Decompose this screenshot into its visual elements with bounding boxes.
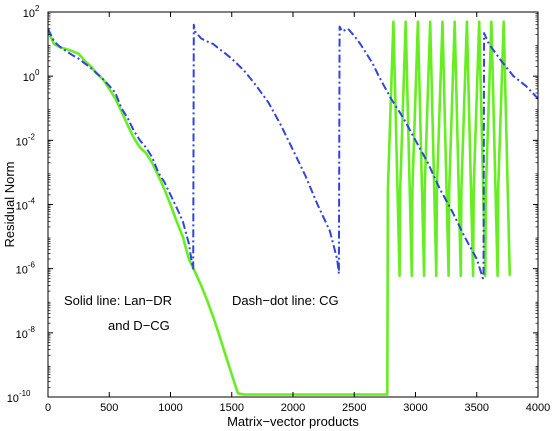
- x-axis-label: Matrix−vector products: [227, 414, 359, 429]
- x-tick-label: 2000: [281, 402, 305, 414]
- y-tick-label: 102: [23, 4, 40, 20]
- annotation-solid-line-1: Solid line: Lan−DR: [64, 293, 172, 308]
- x-tick-label: 4000: [526, 402, 550, 414]
- y-axis-label: Residual Norm: [2, 162, 17, 248]
- y-tick-label: 10-10: [7, 389, 31, 405]
- y-tick-label: 100: [23, 68, 40, 84]
- y-tick-label: 10-2: [16, 132, 36, 148]
- x-tick-label: 2500: [342, 402, 366, 414]
- x-tick-label: 1500: [220, 402, 244, 414]
- y-tick-label: 10-6: [16, 261, 36, 277]
- annotation-dashdot-line: Dash−dot line: CG: [232, 293, 339, 308]
- annotation-solid-line-2: and D−CG: [108, 318, 170, 333]
- y-tick-label: 10-4: [16, 197, 36, 213]
- x-tick-label: 1000: [158, 402, 182, 414]
- series-dashdot-line: [48, 23, 538, 280]
- x-tick-label: 500: [100, 402, 118, 414]
- x-tick-label: 0: [45, 402, 51, 414]
- series-solid-line: [48, 20, 512, 396]
- x-tick-label: 3000: [403, 402, 427, 414]
- x-tick-label: 3500: [465, 402, 489, 414]
- y-tick-label: 10-8: [16, 325, 36, 341]
